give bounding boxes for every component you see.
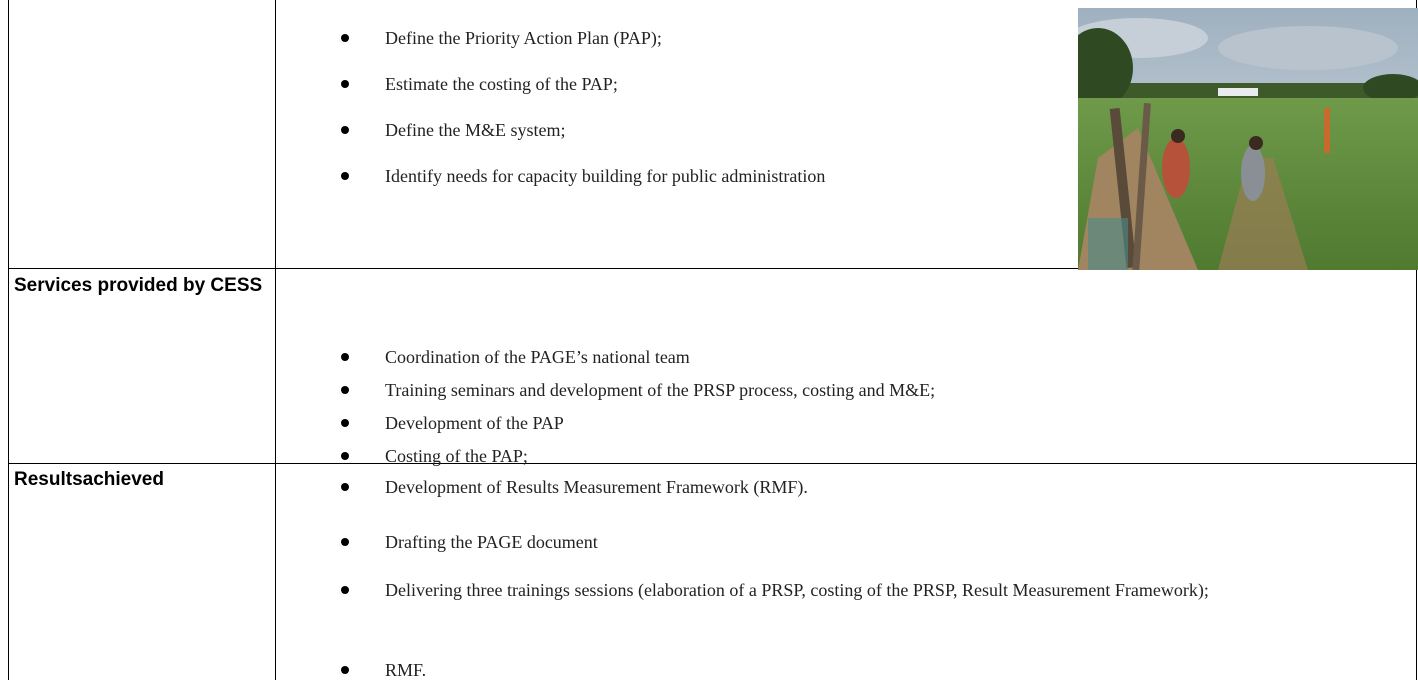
bullet-item: Define the Priority Action Plan (PAP); — [341, 21, 662, 55]
bullet-item: Estimate the costing of the PAP; — [341, 67, 618, 101]
bullet-item: Development of the PAP — [341, 406, 564, 440]
bullet-item: Drafting the PAGE document — [341, 525, 598, 559]
table-border — [275, 0, 276, 680]
bullet-item: Development of Results Measurement Frame… — [341, 470, 808, 504]
field-photo — [1078, 8, 1418, 270]
bullet-item: Delivering three trainings sessions (ela… — [341, 573, 1390, 607]
bullet-item: Training seminars and development of the… — [340, 373, 935, 407]
bullet-item: Costing of the PAP; — [341, 439, 528, 473]
bullet-item: Coordination of the PAGE’s national team — [341, 340, 690, 374]
bullet-item: Define the M&E system; — [340, 113, 565, 147]
row-label: Services provided by CESS — [14, 275, 263, 296]
table-border — [8, 268, 1417, 269]
row-label: Resultsachieved — [14, 469, 164, 490]
bullet-item: Identify needs for capacity building for… — [341, 159, 1057, 193]
table-border — [8, 0, 9, 680]
bullet-item: RMF. — [340, 653, 426, 687]
table-border — [8, 463, 1417, 464]
table-border — [1416, 0, 1417, 680]
